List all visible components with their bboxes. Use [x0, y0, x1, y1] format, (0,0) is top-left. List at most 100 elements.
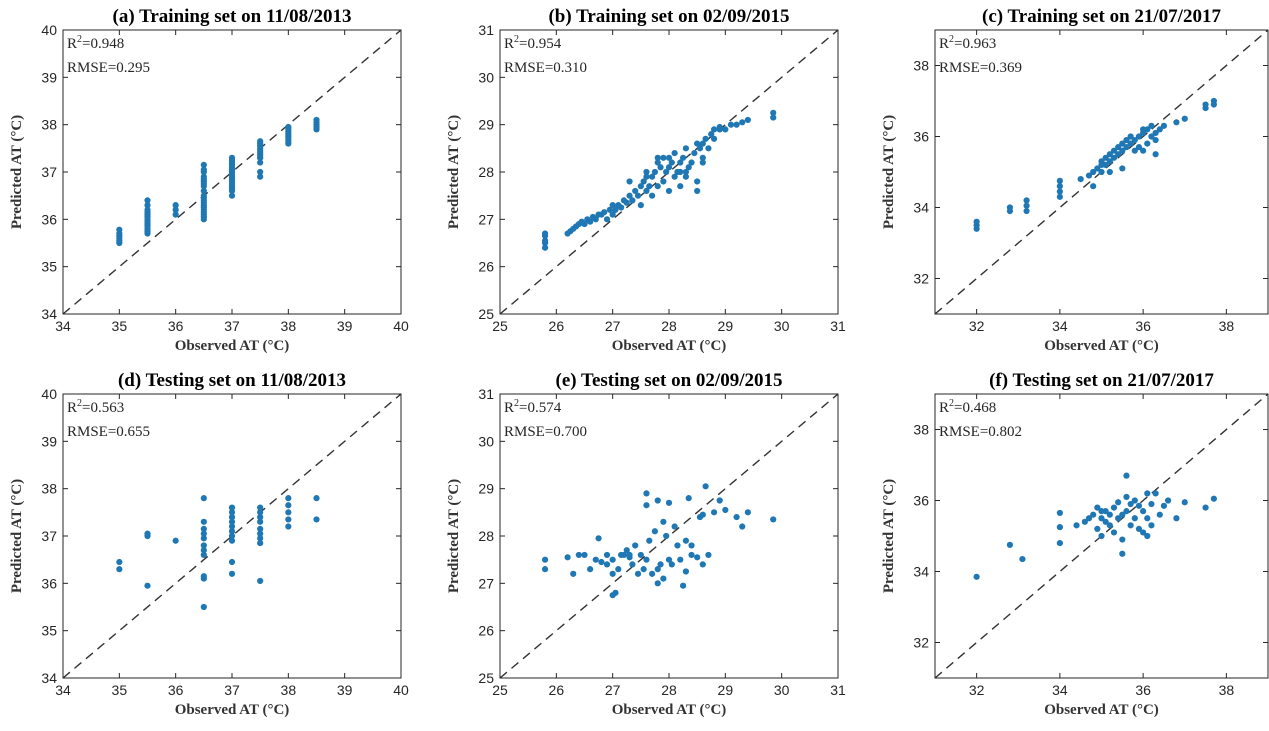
x-tick-label: 32 [969, 682, 985, 698]
data-point [657, 164, 664, 171]
data-point [228, 518, 236, 525]
data-point [228, 185, 236, 192]
reference-line [500, 394, 838, 678]
data-point [646, 183, 653, 190]
data-point [1085, 515, 1093, 522]
x-tick-label: 26 [549, 682, 565, 698]
data-point [744, 116, 751, 124]
data-point [1156, 126, 1163, 133]
data-point [200, 187, 207, 195]
data-point [1140, 147, 1147, 154]
data-point [257, 504, 264, 511]
x-tick-label: 40 [393, 682, 409, 698]
y-axis-label: Predicted AT (°C) [446, 115, 462, 229]
data-point [626, 192, 633, 199]
y-tick-label: 31 [478, 386, 494, 402]
data-point [228, 532, 236, 540]
data-point [257, 535, 264, 542]
r-squared-exponent: 2 [514, 34, 519, 45]
data-point [620, 551, 628, 559]
data-point [682, 568, 690, 575]
data-point [592, 216, 599, 223]
data-point [313, 116, 320, 124]
data-point [671, 149, 678, 157]
data-point [172, 202, 179, 209]
data-point [1110, 154, 1118, 161]
data-point [660, 178, 667, 185]
data-point [603, 551, 611, 559]
data-point [663, 532, 670, 540]
data-point [626, 551, 633, 559]
data-point [228, 154, 236, 161]
data-point [632, 187, 639, 195]
x-tick-label: 32 [969, 318, 985, 334]
data-point [688, 159, 695, 166]
y-axis-label: Predicted AT (°C) [9, 479, 25, 593]
y-tick-label: 34 [41, 670, 57, 686]
x-axis-label: Observed AT (°C) [175, 338, 290, 354]
y-tick-label: 40 [41, 22, 57, 38]
data-point [705, 551, 712, 559]
data-point [541, 556, 549, 563]
data-point [733, 513, 740, 521]
data-point [643, 556, 650, 563]
data-point [609, 211, 616, 218]
data-point [1148, 522, 1155, 529]
data-point [671, 173, 678, 180]
data-point [1152, 151, 1159, 158]
data-point [973, 573, 980, 580]
y-tick-label: 26 [478, 623, 494, 639]
data-point [623, 547, 630, 554]
data-point [623, 199, 630, 206]
x-tick-label: 34 [55, 318, 71, 334]
x-tick-label: 38 [281, 682, 297, 698]
y-axis-label: Predicted AT (°C) [9, 115, 25, 229]
data-point [541, 230, 549, 237]
y-tick-label: 27 [478, 211, 494, 227]
data-point [1119, 140, 1126, 147]
data-point [1123, 508, 1130, 515]
chart-title: (c) Training set on 21/07/2017 [982, 6, 1221, 27]
data-point [1094, 504, 1101, 511]
data-point [1148, 133, 1155, 140]
data-point [1110, 529, 1118, 536]
y-tick-label: 31 [478, 22, 494, 38]
data-point [705, 145, 712, 152]
data-point [200, 530, 207, 537]
data-point [257, 577, 264, 585]
rmse-label: RMSE=0.655 [67, 424, 150, 440]
x-tick-label: 28 [661, 682, 677, 698]
data-point [257, 518, 264, 525]
data-point [1210, 97, 1217, 105]
data-point [665, 187, 673, 195]
data-point [654, 566, 661, 573]
data-point [609, 570, 616, 577]
data-point [1115, 515, 1122, 522]
data-point [609, 202, 616, 209]
data-point [257, 173, 264, 180]
r-squared-label: R2=0.468 [939, 398, 996, 416]
data-point [649, 570, 656, 577]
data-point [629, 561, 636, 568]
data-point [1085, 172, 1093, 179]
y-tick-label: 27 [478, 575, 494, 591]
data-point [200, 573, 207, 580]
plot-frame [934, 393, 1269, 679]
data-point [228, 523, 236, 530]
data-point [1160, 122, 1168, 129]
data-point [1140, 508, 1147, 515]
data-point [1098, 515, 1105, 522]
data-point [665, 499, 673, 506]
data-point [603, 561, 611, 568]
x-axis-label: Observed AT (°C) [612, 702, 727, 718]
r-squared-symbol: R [504, 400, 514, 416]
data-point [649, 192, 656, 199]
data-point [694, 140, 701, 147]
data-point [651, 168, 659, 176]
data-point [1106, 522, 1113, 529]
y-tick-label: 34 [913, 564, 929, 580]
data-point [1056, 524, 1063, 531]
data-point [228, 570, 236, 577]
x-tick-label: 30 [774, 318, 790, 334]
x-tick-label: 27 [605, 682, 621, 698]
